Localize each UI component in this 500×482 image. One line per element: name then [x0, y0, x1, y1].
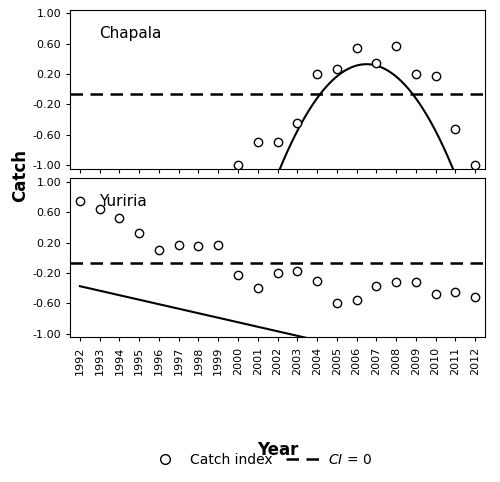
Text: Catch: Catch	[11, 149, 29, 202]
Text: Yuriria: Yuriria	[99, 194, 147, 209]
X-axis label: Year: Year	[257, 442, 298, 459]
Legend: Catch index, $\it{CI}$ = 0: Catch index, $\it{CI}$ = 0	[142, 447, 378, 473]
Text: Chapala: Chapala	[99, 26, 162, 40]
